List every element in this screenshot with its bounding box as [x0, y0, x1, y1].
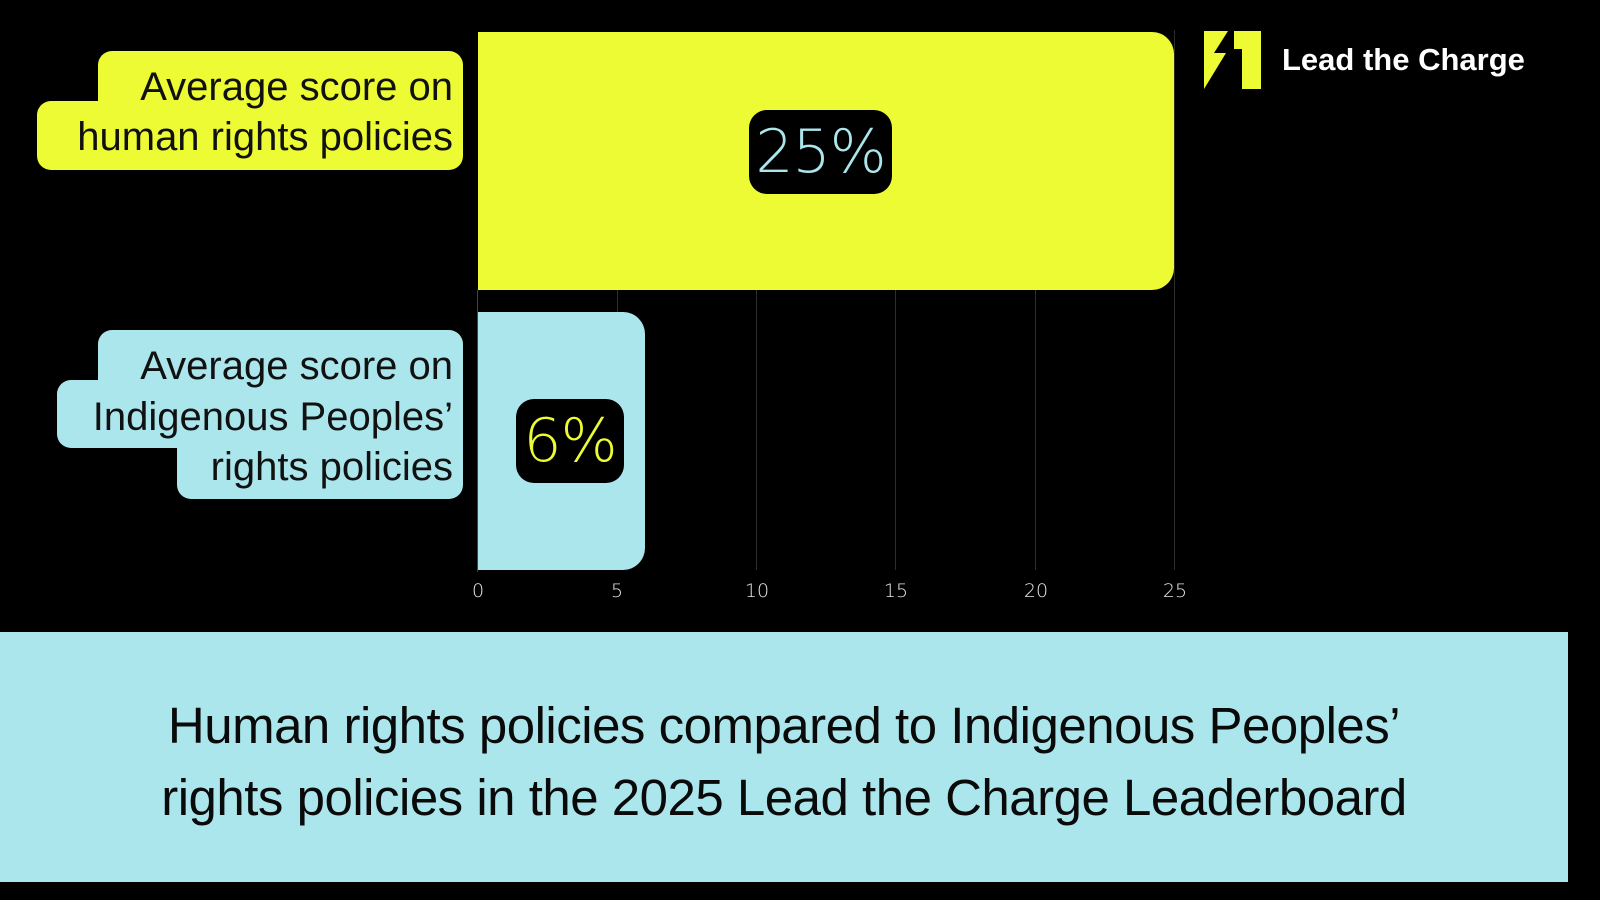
value-badge-human-rights: 25% — [749, 110, 892, 194]
label-line: human rights policies — [77, 115, 453, 159]
label-line: Average score on — [140, 344, 453, 388]
gridline-25 — [1174, 30, 1175, 570]
caption-line: rights policies in the 2025 Lead the Cha… — [161, 769, 1407, 826]
label-line: Average score on — [140, 65, 453, 109]
gridline-15 — [895, 290, 896, 570]
label-line: rights policies — [210, 445, 453, 489]
gridline-20 — [1035, 290, 1036, 570]
x-tick-label: 25 — [1162, 580, 1188, 602]
lightning-bolt-7-icon — [1204, 31, 1261, 89]
caption-text: Human rights policies compared to Indige… — [161, 690, 1407, 834]
brand-name: Lead the Charge — [1282, 42, 1525, 77]
y-axis-line — [477, 290, 478, 572]
caption-line: Human rights policies compared to Indige… — [167, 697, 1401, 754]
x-tick-label: 20 — [1023, 580, 1049, 602]
x-tick-label: 15 — [883, 580, 909, 602]
label-line: Indigenous Peoples’ — [92, 395, 453, 439]
category-label-indigenous-rights: Average score on Indigenous Peoples’ rig… — [0, 0, 470, 520]
x-tick-label: 5 — [610, 580, 624, 602]
x-tick-label: 10 — [744, 580, 770, 602]
label-bubble-shape — [37, 101, 463, 170]
gridline-10 — [756, 290, 757, 570]
x-tick-label: 0 — [471, 580, 485, 602]
category-label-human-rights: Average score on human rights policies — [0, 0, 470, 180]
value-badge-indigenous-rights: 6% — [516, 399, 624, 483]
label-bubble-shape — [177, 440, 463, 499]
chart-area: Lead the Charge 25% 6% 0 5 10 15 20 25 A… — [0, 0, 1525, 602]
chart-caption: Human rights policies compared to Indige… — [0, 632, 1568, 882]
brand-logo: Lead the Charge — [1204, 31, 1525, 89]
label-bubble-shape — [57, 380, 463, 448]
